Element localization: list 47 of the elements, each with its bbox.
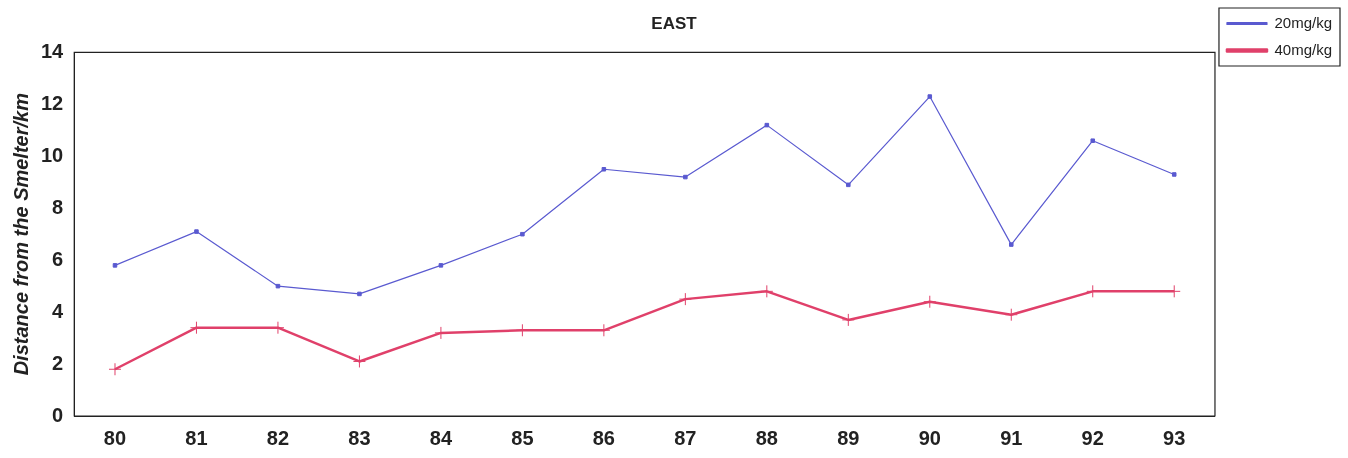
x-tick-label: 91 — [1000, 426, 1023, 449]
point — [846, 182, 851, 188]
y-tick-label: 8 — [52, 195, 64, 218]
legend-label: 40mg/kg — [1274, 40, 1333, 58]
x-tick-label: 87 — [674, 426, 697, 449]
x-tick-label: 84 — [429, 426, 453, 449]
x-tick-label: 89 — [837, 426, 860, 449]
point — [112, 263, 118, 268]
y-tick-label: 6 — [52, 247, 64, 270]
y-tick-label: 12 — [41, 91, 64, 114]
y-tick-label: 0 — [52, 403, 64, 426]
point — [601, 167, 607, 172]
x-tick-label: 80 — [103, 426, 127, 449]
point — [357, 291, 362, 297]
point — [438, 263, 444, 268]
point — [923, 295, 937, 309]
point — [520, 231, 525, 237]
x-tick-label: 92 — [1081, 426, 1104, 449]
point — [764, 122, 770, 128]
x-tick-label: 82 — [266, 426, 290, 449]
y-tick-label: 4 — [52, 299, 65, 322]
x-tick-label: 88 — [755, 426, 778, 449]
y-tick-label: 14 — [41, 39, 65, 62]
point — [1171, 172, 1177, 177]
point — [927, 94, 933, 99]
y-axis-title: Distance from the Smelter/km — [9, 93, 32, 376]
y-tick-label: 10 — [41, 143, 64, 166]
x-tick-label: 90 — [918, 426, 941, 449]
point — [1004, 308, 1018, 322]
x-tick-label: 86 — [592, 426, 615, 449]
x-tick-label: 83 — [348, 426, 371, 449]
legend-label: 20mg/kg — [1274, 13, 1333, 31]
point — [352, 354, 366, 368]
point — [194, 229, 199, 234]
point — [275, 283, 281, 289]
x-tick-label: 93 — [1163, 426, 1186, 449]
point — [678, 292, 692, 306]
y-tick-label: 2 — [52, 351, 64, 374]
x-tick-label: 81 — [185, 426, 208, 449]
point — [1009, 242, 1014, 247]
point — [683, 174, 688, 180]
x-tick-label: 85 — [511, 426, 534, 449]
point — [760, 284, 774, 298]
point — [841, 313, 855, 327]
point — [1090, 138, 1096, 143]
point — [108, 362, 122, 376]
chart-title: EAST — [651, 13, 698, 33]
